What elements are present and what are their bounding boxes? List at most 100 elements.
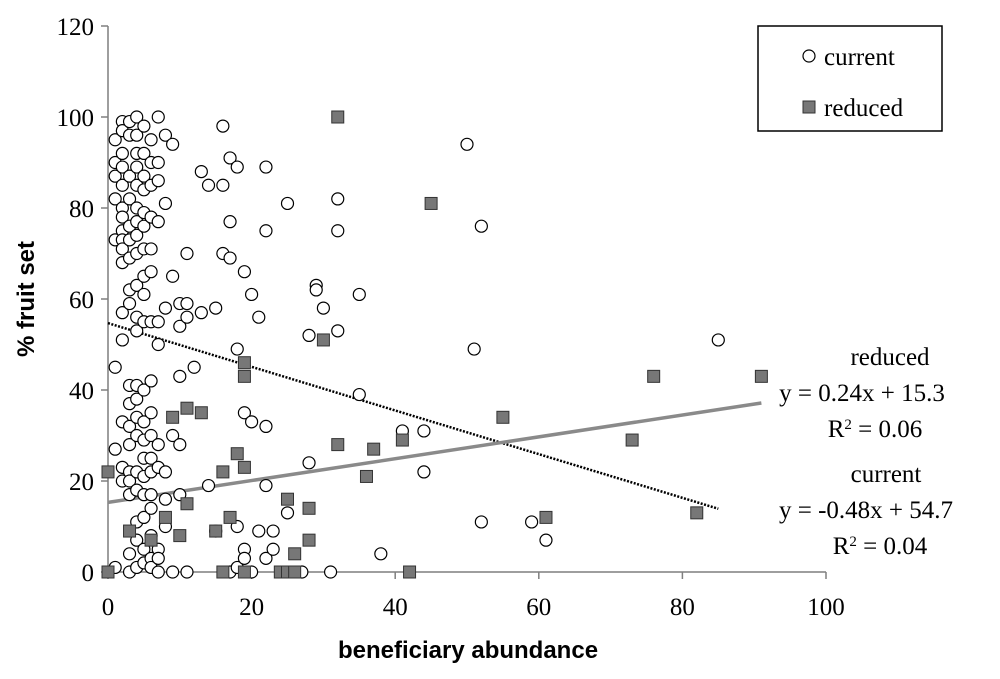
current-point (331, 224, 345, 238)
current-point (151, 337, 165, 352)
series-reduced-points (101, 110, 768, 579)
current-point (151, 551, 165, 565)
reduced-point (194, 406, 208, 420)
current-point (130, 392, 144, 406)
reduced-point (302, 501, 316, 515)
reduced-point (424, 196, 438, 210)
y-tick-label: 80 (69, 196, 94, 223)
current-point (259, 551, 273, 565)
current-point (252, 524, 266, 538)
current-point (137, 146, 151, 160)
reduced-point (625, 433, 639, 447)
current-point (158, 301, 173, 315)
current-point (130, 110, 144, 124)
current-point (259, 160, 273, 174)
x-tick-label: 20 (239, 594, 264, 621)
current-point (137, 287, 151, 302)
current-point (122, 547, 137, 561)
current-point (374, 547, 388, 561)
current-point (108, 169, 122, 183)
annotation-current: current y = -0.48x + 54.7 R2 = 0.04 (779, 461, 953, 560)
current-point (158, 196, 173, 211)
series-current-points (108, 110, 725, 579)
current-point (201, 478, 216, 493)
reduced-point (754, 369, 768, 383)
x-tick-label: 80 (670, 594, 695, 621)
current-point (237, 406, 252, 420)
current-point (259, 419, 273, 433)
current-point (115, 333, 129, 347)
reduced-point (496, 410, 510, 424)
current-point (180, 296, 194, 311)
current-point (115, 178, 129, 192)
reduced-point (166, 410, 180, 424)
x-tick-group: 0 20 40 60 80 100 (102, 572, 845, 621)
reduced-point (180, 401, 194, 415)
current-point (151, 110, 165, 124)
legend-reduced-marker (802, 100, 816, 114)
current-point (216, 178, 230, 192)
current-point (166, 269, 180, 283)
current-point (223, 215, 237, 229)
current-point (144, 488, 158, 502)
current-point (137, 219, 151, 233)
current-point (302, 456, 316, 470)
current-point (137, 119, 151, 133)
current-point (130, 324, 144, 338)
current-point (137, 169, 151, 183)
current-point (151, 174, 165, 188)
current-point (144, 242, 158, 256)
current-point (245, 287, 259, 302)
current-point (122, 474, 137, 488)
reduced-point (288, 565, 302, 579)
current-point (166, 137, 180, 151)
y-tick-group: 0 20 40 60 80 100 120 (57, 14, 108, 587)
trendline-group (107, 321, 762, 510)
reduced-point (403, 565, 417, 579)
current-point (158, 128, 173, 142)
current-point (187, 360, 201, 374)
current-point (417, 424, 431, 438)
x-tick-label: 100 (807, 594, 845, 621)
y-tick-label: 20 (69, 469, 94, 496)
current-point (108, 442, 122, 456)
current-point (230, 342, 244, 356)
reduced-point (288, 547, 302, 561)
reduced-point (230, 447, 244, 461)
current-point (122, 296, 137, 311)
current-point (331, 192, 345, 206)
current-point (173, 319, 187, 333)
current-point (309, 283, 323, 297)
legend: current reduced (757, 25, 943, 132)
legend-reduced-label: reduced (824, 95, 904, 122)
current-point (122, 169, 137, 183)
reduced-point (359, 469, 373, 483)
reduced-point (367, 442, 381, 456)
reduced-point (281, 492, 294, 506)
reduced-point (101, 465, 115, 479)
current-point (223, 151, 237, 165)
current-point (194, 165, 208, 179)
reduced-point (158, 510, 172, 524)
current-point (352, 287, 366, 302)
reduced-point (690, 506, 704, 520)
current-point (194, 306, 208, 320)
reduced-point (173, 529, 187, 543)
current-point (474, 219, 488, 233)
y-axis-title: % fruit set (13, 241, 40, 357)
current-point (252, 310, 266, 324)
current-point (259, 224, 273, 238)
current-point (144, 374, 158, 388)
current-point (115, 146, 129, 160)
current-point (108, 133, 122, 147)
y-tick-label: 120 (57, 14, 95, 41)
reduced-point (223, 510, 237, 524)
current-point (122, 192, 137, 206)
current-point (201, 178, 216, 192)
current-point (115, 306, 129, 320)
trendline-current (107, 321, 719, 510)
current-point (467, 342, 481, 356)
current-point (130, 278, 144, 292)
current-point (417, 465, 431, 479)
annotation-reduced-r2: R2 = 0.06 (828, 416, 923, 443)
